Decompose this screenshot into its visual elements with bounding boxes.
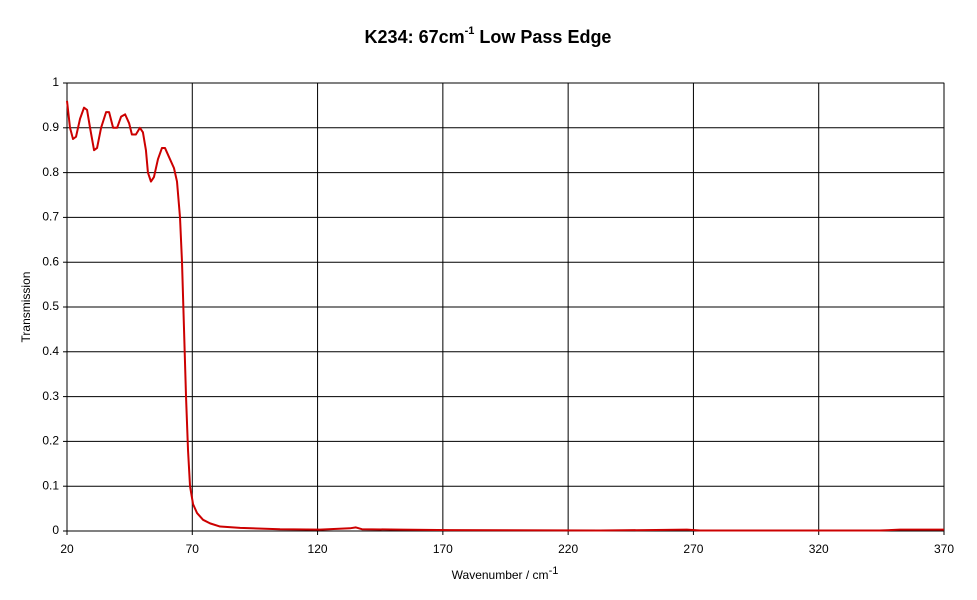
title-end: Low Pass Edge [474,27,611,47]
y-tick-label: 0.9 [42,120,59,134]
y-tick-label: 0.2 [42,434,59,448]
y-tick-label: 0.6 [42,254,59,268]
title-superscript: -1 [465,25,475,37]
y-tick-label: 0.3 [42,389,59,403]
x-tick-label: 270 [683,542,703,556]
x-tick-label: 170 [433,542,453,556]
y-tick-label: 0.5 [42,299,59,313]
x-tick-label: 220 [558,542,578,556]
x-label-superscript: -1 [549,565,559,577]
x-tick-label: 120 [308,542,328,556]
title-main: K234: 67cm [365,27,465,47]
x-tick-label: 20 [60,542,74,556]
y-tick-label: 0.1 [42,478,59,492]
y-tick-label: 0.8 [42,165,59,179]
chart-title: K234: 67cm-1 Low Pass Edge [365,25,612,47]
x-tick-label: 370 [934,542,954,556]
y-tick-label: 0.4 [42,344,59,358]
y-tick-label: 1 [52,75,59,89]
x-axis-label: Wavenumber / cm-1 [452,565,559,582]
data-line [66,100,944,532]
x-label-main: Wavenumber / cm [452,568,549,582]
y-tick-label: 0.7 [42,210,59,224]
x-tick-label: 320 [809,542,829,556]
y-axis-label: Transmission [19,272,33,343]
y-tick-label: 0 [52,523,59,537]
x-tick-label: 70 [186,542,200,556]
